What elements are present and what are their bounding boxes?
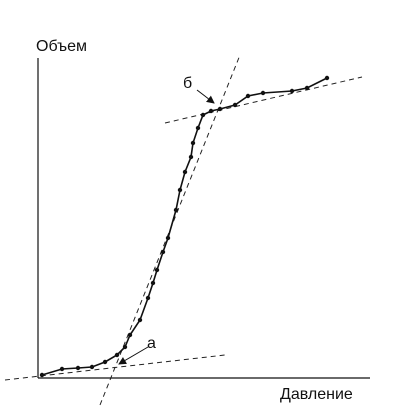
curve-point: [145, 295, 151, 301]
curve-point: [182, 169, 188, 175]
curve-point: [232, 102, 238, 108]
arrow-a: [118, 346, 149, 365]
curve-point: [173, 207, 179, 213]
curve-point: [59, 366, 65, 372]
curve: [41, 77, 328, 376]
curve-points: [39, 75, 330, 378]
curve-point: [89, 364, 95, 370]
curve-point: [102, 359, 108, 365]
tangent-high: [164, 76, 363, 124]
y-axis-label: Объем: [36, 38, 87, 55]
label-a: а: [147, 335, 156, 352]
curve-point: [127, 332, 133, 338]
curve-point: [165, 235, 171, 241]
curve-point: [200, 112, 206, 118]
curve-point: [137, 317, 143, 323]
curve-point: [154, 267, 160, 273]
curve-point: [324, 75, 330, 81]
arrow-b: [196, 89, 215, 104]
curve-point: [160, 249, 166, 255]
curve-point: [150, 280, 156, 286]
curve-point: [188, 154, 194, 160]
curve-point: [177, 187, 183, 193]
curve-point: [260, 90, 266, 96]
curve-point: [75, 365, 81, 371]
curve-point: [208, 108, 214, 114]
curve-point: [217, 106, 223, 112]
curve-point: [114, 352, 120, 358]
curve-point: [39, 372, 45, 378]
x-axis-label: Давление: [280, 386, 353, 403]
curve-point: [245, 93, 251, 99]
curve-point: [195, 125, 201, 131]
label-b: б: [183, 75, 192, 92]
curve-point: [304, 85, 310, 91]
curve-point: [289, 88, 295, 94]
curve-point: [190, 140, 196, 146]
curve-point: [122, 344, 128, 350]
